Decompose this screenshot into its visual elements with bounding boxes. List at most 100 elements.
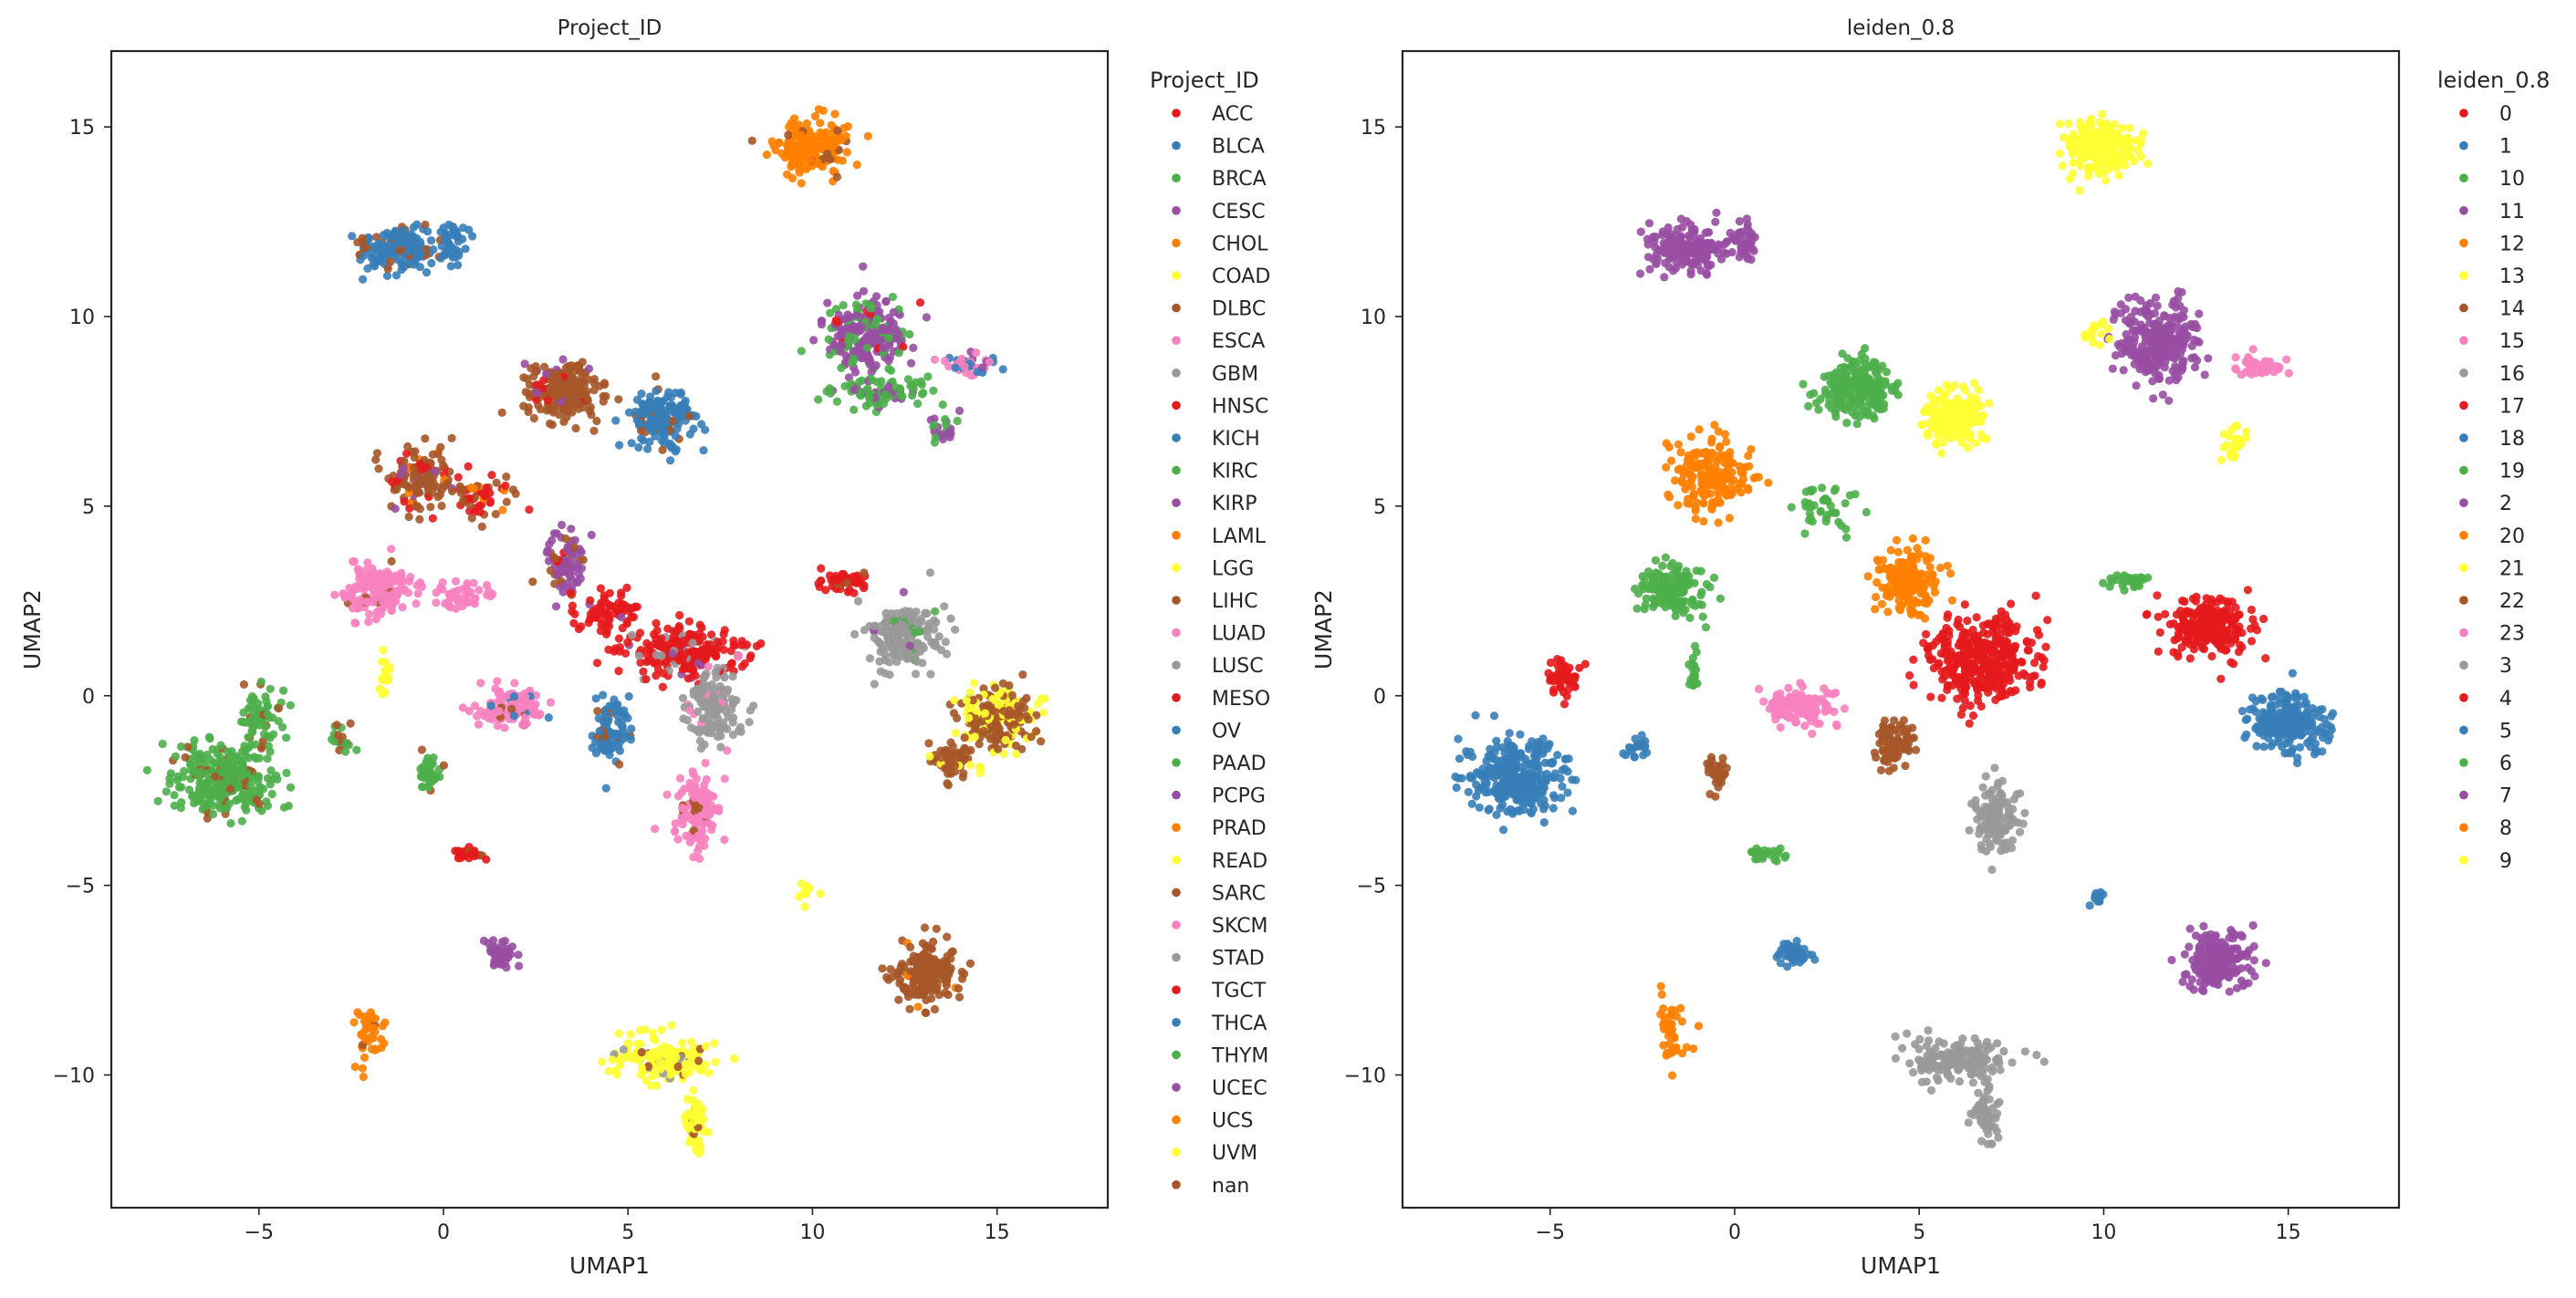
legend-label: ACC	[1212, 103, 1253, 126]
data-point	[424, 472, 433, 482]
data-point	[842, 148, 851, 157]
data-point	[2088, 128, 2097, 137]
data-point	[619, 1045, 629, 1054]
data-point	[495, 956, 504, 966]
data-point	[218, 767, 227, 776]
data-point	[353, 238, 362, 247]
data-point	[477, 522, 486, 532]
data-point	[684, 1059, 694, 1069]
data-point	[469, 484, 479, 493]
data-point	[809, 139, 819, 148]
data-point	[645, 406, 655, 415]
data-point	[176, 742, 186, 752]
data-point	[142, 765, 151, 775]
data-point	[263, 701, 273, 711]
data-point	[360, 1053, 370, 1062]
data-point	[951, 363, 960, 372]
data-point	[2105, 147, 2114, 156]
legend-item: STAD	[1172, 948, 1265, 971]
data-point	[2130, 333, 2140, 342]
data-point	[660, 418, 669, 427]
data-point	[177, 798, 186, 807]
data-point	[436, 227, 445, 236]
data-point	[905, 1004, 914, 1013]
data-point	[671, 827, 680, 836]
data-point	[868, 375, 877, 385]
data-point	[2235, 435, 2244, 444]
data-point	[1852, 420, 1862, 429]
data-point	[446, 262, 455, 271]
data-point	[360, 251, 369, 260]
data-point	[430, 466, 439, 476]
data-point	[491, 948, 500, 957]
data-point	[659, 425, 668, 434]
data-point	[245, 702, 255, 711]
data-point	[2160, 311, 2169, 320]
data-point	[681, 1070, 691, 1079]
legend-item: LGG	[1172, 557, 1254, 580]
legend-item: KIRC	[1172, 461, 1257, 483]
data-point	[479, 936, 488, 945]
data-point	[614, 1029, 623, 1038]
data-point	[2164, 376, 2174, 385]
data-point	[813, 158, 822, 167]
data-point	[437, 502, 446, 511]
data-point	[685, 1137, 694, 1147]
legend-label: KIRP	[1212, 493, 1257, 515]
data-point	[1712, 208, 1721, 217]
data-point	[971, 714, 980, 723]
legend-marker	[1172, 1083, 1181, 1092]
data-point	[189, 798, 199, 808]
data-point	[246, 781, 256, 791]
data-point	[2230, 451, 2239, 460]
data-point	[990, 695, 999, 704]
data-point	[894, 348, 903, 358]
data-point	[975, 768, 985, 778]
data-point	[193, 755, 202, 764]
data-point	[859, 349, 868, 358]
data-point	[889, 319, 898, 328]
data-point	[2169, 296, 2178, 306]
data-point	[675, 610, 684, 620]
data-point	[401, 235, 410, 244]
data-point	[965, 959, 975, 968]
data-point	[729, 636, 738, 646]
data-point	[624, 607, 633, 616]
data-point	[1040, 694, 1049, 703]
data-point	[426, 503, 435, 512]
data-point	[940, 961, 949, 971]
data-point	[493, 677, 502, 686]
data-point	[884, 382, 893, 391]
data-point	[379, 646, 388, 655]
legend-label: COAD	[1212, 265, 1270, 288]
data-point	[475, 720, 484, 729]
data-point	[518, 720, 527, 730]
data-point	[1027, 732, 1036, 742]
data-point	[510, 679, 519, 688]
data-point	[569, 374, 579, 384]
data-point	[396, 471, 405, 480]
data-point	[1018, 670, 1027, 680]
data-point	[954, 992, 965, 1002]
data-point	[455, 482, 464, 491]
data-point	[624, 408, 634, 417]
data-point	[1686, 266, 1695, 275]
data-point	[694, 637, 704, 646]
data-point	[224, 799, 234, 808]
data-point	[898, 620, 908, 630]
data-point	[863, 384, 872, 393]
data-point	[2137, 361, 2146, 370]
data-point	[514, 950, 523, 960]
data-point	[640, 400, 649, 410]
data-point	[1032, 711, 1041, 720]
data-point	[466, 587, 475, 597]
data-point	[859, 262, 868, 271]
legend-marker	[1172, 758, 1181, 767]
legend-item: THYM	[1172, 1044, 1268, 1067]
legend-marker	[1172, 1180, 1181, 1189]
data-point	[913, 657, 922, 667]
data-point	[824, 335, 833, 344]
data-point	[689, 853, 698, 862]
data-point	[851, 311, 860, 320]
